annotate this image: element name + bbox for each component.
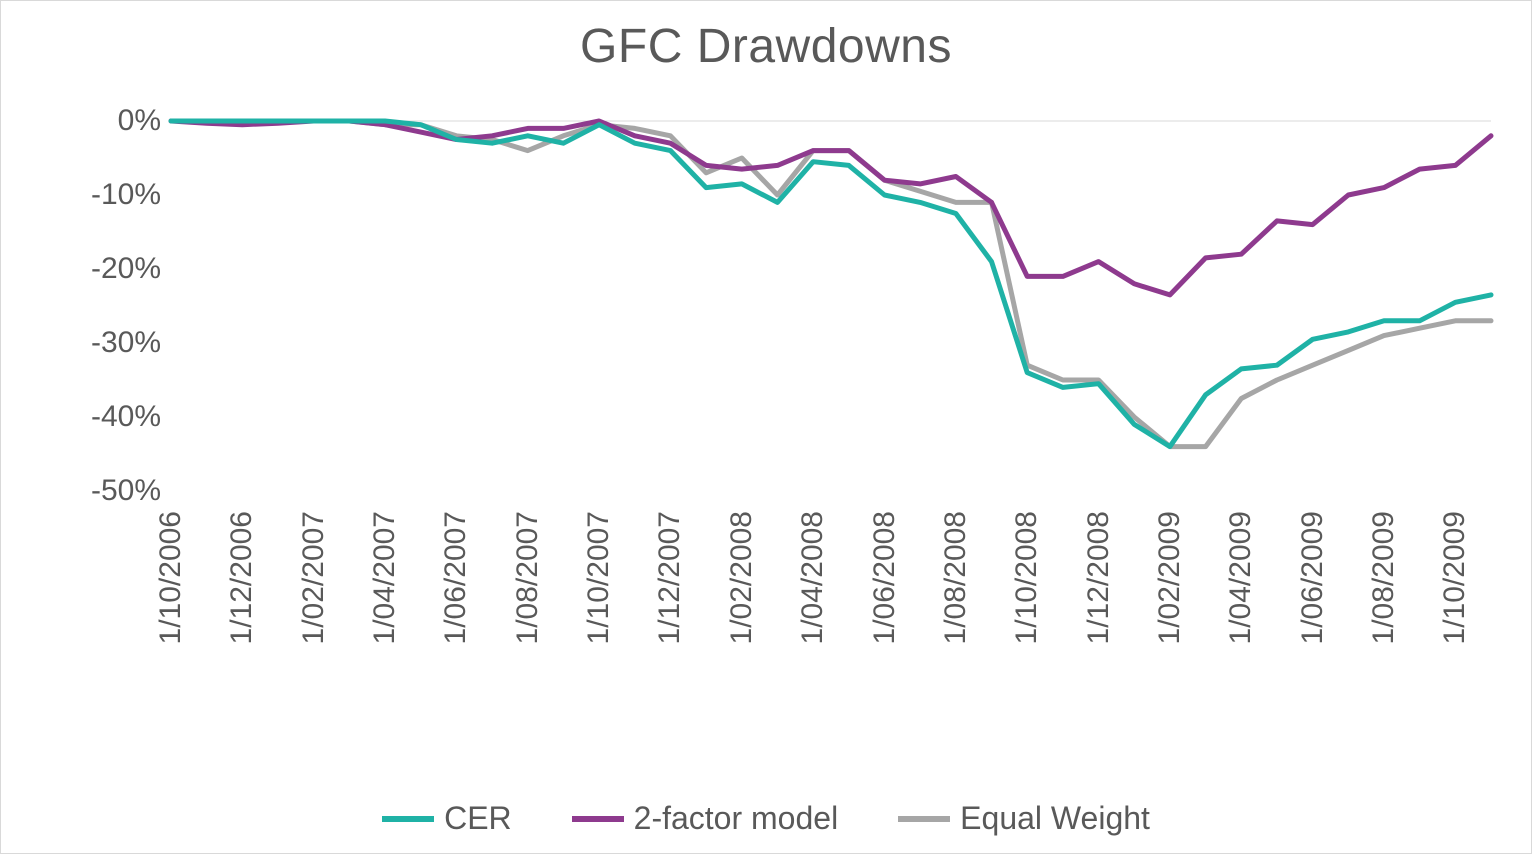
legend-swatch: [572, 816, 624, 822]
x-tick-label: 1/10/2008: [1010, 511, 1044, 644]
series-line-cer: [171, 121, 1491, 447]
x-tick-label: 1/08/2008: [939, 511, 973, 644]
x-tick-label: 1/02/2008: [725, 511, 759, 644]
x-tick-label: 1/06/2008: [868, 511, 902, 644]
chart-container: GFC Drawdowns 0%-10%-20%-30%-40%-50% 1/1…: [0, 0, 1532, 854]
legend-item-2-factor-model: 2-factor model: [572, 800, 839, 837]
y-tick-label: -20%: [91, 252, 171, 286]
x-tick-label: 1/10/2006: [154, 511, 188, 644]
legend: CER 2-factor model Equal Weight: [1, 800, 1531, 837]
y-tick-label: -40%: [91, 400, 171, 434]
y-tick-label: 0%: [118, 104, 171, 138]
legend-label: Equal Weight: [960, 800, 1150, 837]
x-tick-label: 1/12/2008: [1082, 511, 1116, 644]
x-tick-label: 1/06/2007: [439, 511, 473, 644]
x-tick-label: 1/10/2007: [582, 511, 616, 644]
chart-svg: [171, 121, 1491, 491]
x-tick-label: 1/08/2007: [511, 511, 545, 644]
legend-item-cer: CER: [382, 800, 512, 837]
legend-label: 2-factor model: [634, 800, 839, 837]
y-tick-label: -30%: [91, 326, 171, 360]
y-tick-label: -10%: [91, 178, 171, 212]
x-tick-label: 1/10/2009: [1438, 511, 1472, 644]
series-line-equal-weight: [171, 121, 1491, 447]
x-tick-label: 1/08/2009: [1367, 511, 1401, 644]
x-tick-label: 1/12/2007: [653, 511, 687, 644]
x-tick-label: 1/04/2009: [1224, 511, 1258, 644]
x-tick-label: 1/02/2007: [297, 511, 331, 644]
x-tick-label: 1/04/2007: [368, 511, 402, 644]
plot-area: 0%-10%-20%-30%-40%-50% 1/10/20061/12/200…: [171, 121, 1491, 491]
x-tick-label: 1/02/2009: [1153, 511, 1187, 644]
legend-swatch: [382, 816, 434, 822]
legend-swatch: [898, 816, 950, 822]
x-tick-label: 1/04/2008: [796, 511, 830, 644]
y-tick-label: -50%: [91, 474, 171, 508]
x-tick-label: 1/12/2006: [225, 511, 259, 644]
series-line-2-factor-model: [171, 121, 1491, 295]
legend-item-equal-weight: Equal Weight: [898, 800, 1150, 837]
legend-label: CER: [444, 800, 512, 837]
chart-title: GFC Drawdowns: [1, 19, 1531, 74]
x-tick-label: 1/06/2009: [1296, 511, 1330, 644]
